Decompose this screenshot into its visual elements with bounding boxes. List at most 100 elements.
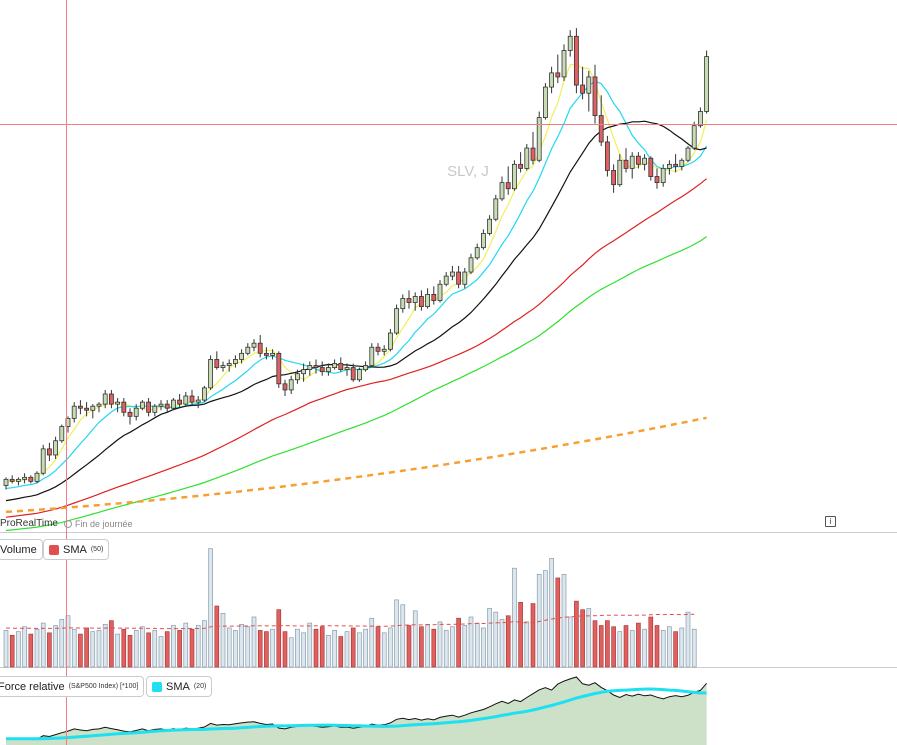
rs-sma-name: SMA [166,680,190,693]
candle-body [59,426,65,442]
candle-body [679,159,685,167]
candle-body [133,407,139,417]
candle-82 [512,160,517,191]
candle-70 [437,280,443,303]
volume-bar-60 [375,626,381,668]
candle-55 [344,363,350,376]
volume-indicator-label[interactable]: Volume [0,539,43,560]
candle-body [673,163,678,167]
candle-body [282,383,288,391]
candle-17 [109,389,114,409]
candle-104 [648,156,654,181]
candle-72 [449,265,455,281]
candle-99 [617,154,623,187]
candle-86 [536,111,542,163]
volume-bar-51 [319,626,325,668]
volume-bar-101 [629,630,635,668]
candle-39 [245,343,251,356]
candle-body [512,163,517,190]
candle-body [226,363,232,366]
candle-body [201,387,207,401]
volume-bar-82 [512,567,517,668]
volume-bar-19 [121,628,127,668]
candle-19 [121,398,127,417]
candle-body [660,167,666,184]
candle-body [78,405,83,409]
volume-bar-96 [598,625,604,668]
candle-59 [369,343,375,368]
volume-bar-58 [363,628,368,668]
candle-body [189,395,195,403]
candle-body [9,478,15,482]
candle-30 [189,389,195,407]
candle-body [313,365,319,368]
volume-sma-label[interactable]: SMA (50) [43,539,110,560]
volume-bar-63 [394,599,399,668]
volume-bar-105 [654,625,660,668]
candle-body [505,182,511,190]
candle-body [580,84,585,94]
candle-62 [387,328,393,352]
candle-body [549,72,554,88]
candle-67 [418,290,424,311]
volume-sma-param: (50) [90,546,104,553]
volume-bar-97 [605,620,610,668]
candle-body [319,367,325,373]
candle-84 [524,144,530,171]
candle-body [356,369,362,381]
candle-66 [412,292,418,311]
volume-bar-42 [264,631,269,668]
candle-32 [201,385,207,403]
volume-bar-87 [543,570,548,668]
candle-body [605,141,610,171]
candle-18 [115,398,120,413]
candle-body [146,401,152,413]
candle-27 [170,398,176,411]
candle-88 [549,66,554,94]
info-icon[interactable]: i [825,516,836,527]
candle-body [462,271,468,285]
volume-bar-3 [22,626,27,668]
volume-bar-57 [357,632,362,668]
volume-bar-44 [276,609,282,668]
volume-bar-11 [71,628,77,668]
candle-101 [629,152,635,179]
candle-98 [611,164,616,193]
volume-sma-name: SMA [63,543,87,556]
volume-bar-17 [109,620,114,668]
volume-bar-12 [78,633,83,668]
candle-6 [40,444,46,476]
volume-bar-2 [16,631,21,668]
volume-bar-9 [59,619,65,668]
candle-13 [84,402,89,417]
volume-bar-80 [499,619,505,668]
volume-bar-99 [617,631,623,668]
volume-bar-94 [586,608,592,668]
volume-bar-41 [257,630,263,668]
candle-74 [462,267,468,289]
candle-body [170,399,176,409]
rs-indicator-label[interactable]: Force relative (S&P500 Index) [*100] [0,676,145,697]
candle-49 [307,361,313,376]
candle-body [28,476,34,482]
candle-body [84,407,89,411]
ma-70-line [5,236,707,532]
candle-43 [270,349,276,360]
candle-body [164,403,170,409]
volume-bar-25 [158,636,164,668]
candle-body [127,411,133,417]
volume-bar-90 [561,573,567,668]
candle-57 [356,367,362,382]
volume-bar-50 [313,628,319,668]
volume-bar-89 [555,577,561,668]
rs-param: (S&P500 Index) [*100] [68,683,139,690]
candle-9 [59,424,65,443]
volume-bar-81 [505,615,511,668]
volume-bar-76 [474,622,480,668]
candle-60 [375,343,381,356]
candle-47 [294,369,300,384]
volume-bar-55 [344,631,350,668]
volume-bar-28 [177,630,182,668]
rs-sma-label[interactable]: SMA (20) [146,676,213,697]
